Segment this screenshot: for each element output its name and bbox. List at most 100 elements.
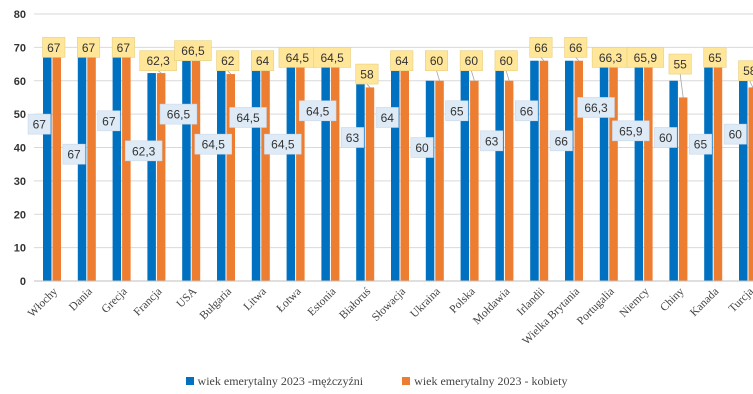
bar-female [644, 61, 653, 282]
data-label-female: 64 [256, 54, 270, 68]
x-tick-label: Słowacja [370, 286, 408, 324]
legend-item-male: wiek emerytalny 2023 -mężczyźni [185, 374, 364, 389]
data-label-male: 60 [729, 128, 743, 142]
bar-female [400, 67, 409, 282]
bar-male [182, 59, 191, 282]
data-label-female: 58 [360, 68, 374, 82]
data-label-female: 64 [395, 54, 409, 68]
x-tick-label: Grecja [100, 286, 130, 316]
legend-item-female: wiek emerytalny 2023 - kobiety [402, 374, 567, 389]
x-tick-label: Estonia [306, 286, 339, 319]
bar-female [296, 65, 305, 281]
data-label-female: 60 [465, 54, 479, 68]
y-tick-label: 20 [14, 209, 26, 221]
x-tick-label: Niemcy [617, 285, 651, 319]
bar-male [147, 73, 156, 281]
data-label-male: 60 [415, 141, 429, 155]
bar-female [504, 80, 514, 281]
bar-female [330, 65, 340, 281]
x-tick-label: Polska [448, 286, 478, 316]
data-label-box-female [626, 47, 665, 68]
data-label-box-female [738, 60, 753, 82]
bar-male [565, 60, 574, 281]
data-label-female: 55 [673, 58, 687, 72]
data-label-female: 67 [117, 41, 131, 55]
data-label-box-male [688, 133, 712, 155]
bar-female [122, 57, 131, 282]
bar-female [470, 80, 479, 281]
data-label-female: 60 [499, 54, 513, 68]
data-label-female: 58 [743, 64, 753, 78]
data-label-male: 64,5 [202, 138, 226, 152]
data-label-box-male [723, 123, 747, 145]
x-tick-label: USA [175, 285, 200, 310]
data-label-box-male [514, 100, 538, 122]
bar-female [435, 80, 444, 281]
y-tick-label: 10 [14, 243, 26, 255]
y-tick-label: 50 [14, 109, 26, 121]
legend-swatch-female [402, 377, 411, 385]
y-tick-label: 40 [14, 143, 26, 155]
y-axis: 0 10 20 30 40 50 60 70 80 [14, 9, 26, 288]
y-tick-label: 0 [20, 276, 26, 288]
data-label-female: 65,9 [634, 51, 658, 65]
bar-male [460, 64, 470, 281]
bar-male [321, 65, 330, 281]
data-label-box-male [229, 107, 267, 128]
data-label-box-female [390, 50, 414, 72]
data-label-box-male [97, 110, 121, 132]
legend-swatch-male [185, 377, 194, 385]
data-label-female: 64,5 [286, 51, 310, 65]
y-tick-label: 70 [14, 42, 26, 54]
data-label-box-male [27, 113, 51, 135]
data-label-box-male [612, 120, 650, 142]
data-label-box-female [77, 37, 101, 58]
data-label-male: 63 [485, 134, 499, 148]
legend-label-male: wiek emerytalny 2023 -mężczyźni [197, 374, 364, 388]
legend: wiek emerytalny 2023 -mężczyźni wiek eme… [0, 374, 753, 389]
data-label-box-female [111, 37, 135, 58]
bar-male [530, 60, 539, 281]
bars [43, 57, 753, 282]
data-label-female: 66 [534, 41, 548, 55]
data-label-box-male [549, 130, 573, 152]
bar-male [391, 67, 400, 282]
leader-line [157, 70, 162, 74]
bar-female [87, 57, 96, 282]
data-label-male: 64,5 [306, 104, 330, 118]
bar-female [156, 73, 166, 281]
data-label-box-female [355, 63, 379, 85]
data-label-box-female [668, 53, 692, 75]
leader-line [366, 83, 371, 88]
y-tick-label: 80 [14, 9, 26, 21]
data-label-box-male [62, 143, 86, 165]
data-label-male: 64 [381, 111, 395, 125]
x-tick-label: Portugalia [575, 286, 617, 328]
bar-female [365, 87, 375, 281]
bar-male [634, 61, 644, 282]
bar-male [356, 70, 365, 281]
data-label-box-male [654, 127, 678, 148]
data-label-male: 67 [102, 114, 116, 128]
x-tick-label: Ukraina [408, 286, 443, 321]
data-label-box-male [194, 133, 232, 155]
legend-label-female: wiek emerytalny 2023 - kobiety [414, 374, 568, 388]
bar-female [261, 67, 270, 282]
bar-male [286, 65, 296, 281]
data-label-female: 66,5 [181, 44, 205, 58]
data-label-male: 67 [67, 148, 81, 162]
data-label-male: 66,3 [584, 101, 608, 115]
y-tick-label: 30 [14, 176, 26, 188]
data-label-box-male [264, 133, 302, 155]
x-tick-label: Litwa [241, 286, 268, 313]
data-label-male: 65 [450, 104, 464, 118]
y-tick-label: 60 [14, 76, 26, 88]
data-label-box-female [529, 37, 553, 58]
data-label-box-female [459, 50, 483, 72]
leader-line [505, 70, 510, 81]
leader-line [749, 80, 753, 88]
data-label-female: 67 [82, 41, 96, 55]
x-tick-label: Dania [67, 286, 95, 314]
bar-male [425, 80, 435, 281]
